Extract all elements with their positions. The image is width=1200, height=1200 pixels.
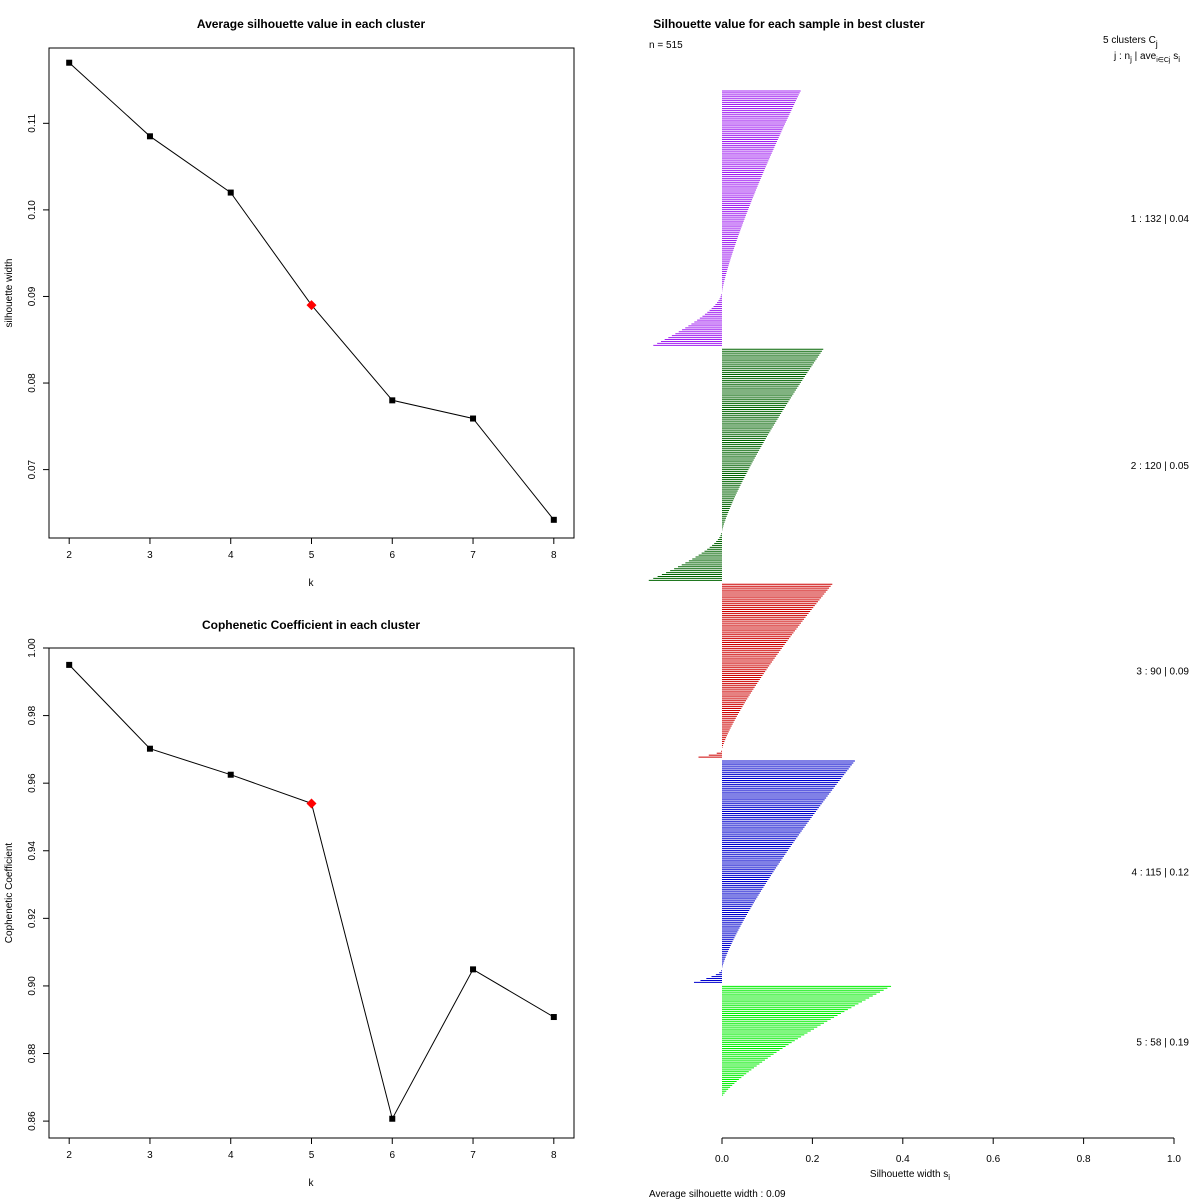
data-point [66,59,73,66]
cluster-summary-4: 4 : 115 | 0.12 [1132,868,1190,879]
cluster-summary-5: 5 : 58 | 0.19 [1136,1038,1189,1049]
x-tick-label: 4 [228,550,234,561]
x-tick-label: 5 [309,550,315,561]
x-tick-label: 7 [470,1150,476,1161]
x-tick-label: 1.0 [1167,1154,1181,1165]
series-line [68,664,555,1121]
y-tick-label: 0.11 [27,114,38,133]
series-line [68,62,555,521]
sample-count: n = 515 [649,40,683,51]
cophenetic-title: Cophenetic Coefficient in each cluster [202,618,420,632]
highlight-point [306,300,317,311]
cluster-summary-1: 1 : 132 | 0.04 [1131,214,1190,225]
y-tick-label: 0.96 [27,773,38,793]
x-tick-label: 0.0 [715,1154,729,1165]
silhouette-x-label: Silhouette width si [870,1169,950,1182]
x-tick-label: 8 [551,550,557,561]
silhouette-bars [648,90,892,1096]
data-point [470,415,477,422]
cophenetic-panel: Cophenetic Coefficient in each cluster 2… [4,618,575,1189]
highlight-point [306,798,317,809]
cluster-summary-2: 2 : 120 | 0.05 [1131,461,1190,472]
x-tick-label: 4 [228,1150,234,1161]
y-tick-label: 0.88 [27,1043,38,1063]
data-point [66,661,73,668]
silhouette-x-axis: 0.0 0.2 0.4 0.6 0.8 1.0 [715,1138,1181,1165]
data-point [227,189,234,196]
cophenetic-y-axis: 0.86 0.88 0.90 0.92 0.94 0.96 0.98 1.00 [27,638,49,1131]
x-tick-label: 2 [66,550,72,561]
cophenetic-x-axis: 2 3 4 5 6 7 8 [66,1138,557,1161]
cluster-count-header: 5 clusters Cj [1103,35,1158,49]
silhouette-average-y-label: silhouette width [4,259,15,328]
data-point [550,516,557,523]
cophenetic-x-label: k [309,1178,315,1189]
cophenetic-plot-frame [48,647,575,1139]
silhouette-average-y-axis: 0.07 0.08 0.09 0.10 0.11 [27,114,49,479]
x-tick-label: 6 [389,1150,395,1161]
y-tick-label: 0.10 [27,200,38,220]
silhouette-plot-panel: Silhouette value for each sample in best… [648,17,1190,1200]
x-tick-label: 3 [147,550,153,561]
x-tick-label: 8 [551,1150,557,1161]
silhouette-average-plot-frame [48,47,575,539]
cluster-summaries: 1 : 132 | 0.04 2 : 120 | 0.05 3 : 90 | 0.0… [1131,214,1190,1049]
data-point [227,771,234,778]
x-tick-label: 0.8 [1077,1154,1091,1165]
x-tick-label: 2 [66,1150,72,1161]
data-point [550,1014,557,1021]
y-tick-label: 1.00 [27,638,38,658]
cophenetic-series [66,661,557,1122]
silhouette-plot-title: Silhouette value for each sample in best… [653,17,925,31]
y-tick-label: 0.08 [27,373,38,393]
data-point [146,745,153,752]
silhouette-average-x-label: k [309,578,315,589]
average-silhouette-width: Average silhouette width : 0.09 [649,1189,786,1200]
x-tick-label: 5 [309,1150,315,1161]
column-header: j : nj | avei∈Cj si [1113,51,1180,64]
x-tick-label: 3 [147,1150,153,1161]
cophenetic-y-label: Cophenetic Coefficient [4,843,15,944]
y-tick-label: 0.90 [27,976,38,996]
x-tick-label: 7 [470,550,476,561]
x-tick-label: 6 [389,550,395,561]
y-tick-label: 0.92 [27,908,38,928]
x-tick-label: 0.6 [986,1154,1000,1165]
data-point [470,966,477,973]
y-tick-label: 0.98 [27,705,38,725]
y-tick-label: 0.09 [27,286,38,306]
silhouette-average-panel: Average silhouette value in each cluster… [4,17,575,589]
y-tick-label: 0.86 [27,1111,38,1131]
silhouette-average-title: Average silhouette value in each cluster [197,17,426,31]
data-point [389,397,396,404]
data-point [146,133,153,140]
x-tick-label: 0.4 [896,1154,910,1165]
y-tick-label: 0.94 [27,841,38,861]
silhouette-average-x-axis: 2 3 4 5 6 7 8 [66,538,557,561]
data-point [389,1115,396,1122]
y-tick-label: 0.07 [27,459,38,479]
silhouette-average-series [66,59,557,523]
cluster-summary-3: 3 : 90 | 0.09 [1136,667,1189,678]
x-tick-label: 0.2 [805,1154,819,1165]
